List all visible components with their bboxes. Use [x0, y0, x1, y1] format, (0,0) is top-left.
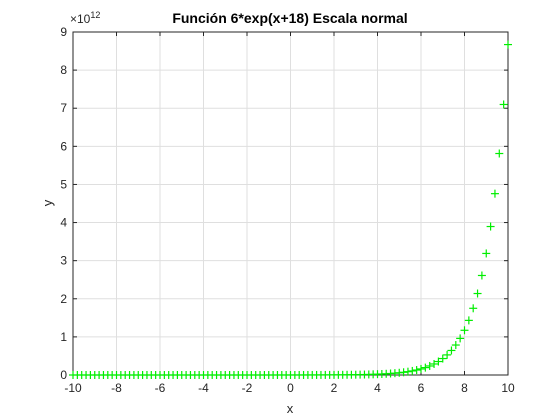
y-tick-label: 9 — [60, 25, 67, 39]
data-point — [495, 149, 504, 158]
y-tick-label: 2 — [60, 292, 67, 306]
data-point — [469, 304, 478, 313]
y-tick-label: 7 — [60, 101, 67, 115]
x-tick-label: 2 — [331, 381, 338, 395]
x-tick-label: -10 — [64, 381, 82, 395]
x-tick-label: 8 — [461, 381, 468, 395]
x-tick-label: -6 — [155, 381, 166, 395]
y-tick-label: 1 — [60, 330, 67, 344]
x-tick-label: 6 — [418, 381, 425, 395]
x-tick-label: -8 — [111, 381, 122, 395]
y-exponent-label: ×1012 — [70, 10, 100, 26]
data-series — [69, 40, 512, 379]
data-point — [417, 364, 425, 373]
data-point — [430, 359, 439, 368]
data-point — [464, 316, 473, 325]
data-point — [399, 368, 408, 377]
chart-title: Función 6*exp(x+18) Escala normal — [172, 10, 407, 26]
data-point — [438, 354, 447, 363]
y-axis-label: y — [40, 199, 55, 206]
data-point — [421, 363, 430, 372]
x-tick-label: 4 — [374, 381, 381, 395]
y-tick-label: 4 — [60, 216, 67, 230]
y-tick-label: 6 — [60, 139, 67, 153]
x-axis-label: x — [287, 401, 294, 416]
x-tick-label: 0 — [287, 381, 294, 395]
data-point — [486, 222, 495, 231]
data-point — [473, 289, 482, 298]
data-point — [447, 346, 456, 355]
x-tick-label: -2 — [242, 381, 253, 395]
data-point — [412, 366, 421, 375]
y-tick-label: 0 — [60, 368, 67, 382]
data-point — [456, 334, 465, 343]
data-point — [490, 189, 499, 198]
data-point — [499, 100, 508, 109]
x-tick-label: 10 — [501, 381, 515, 395]
data-point — [443, 350, 452, 359]
grid — [72, 31, 509, 376]
data-point — [477, 271, 486, 280]
y-tick-label: 5 — [60, 177, 67, 191]
data-point — [425, 361, 434, 370]
data-point — [434, 357, 443, 366]
y-tick-label: 3 — [60, 254, 67, 268]
x-tick-label: -4 — [198, 381, 209, 395]
data-point — [504, 40, 512, 49]
data-point — [408, 366, 417, 375]
data-point — [403, 367, 412, 376]
axis-ticks: -10 -8 -6 -4 -2 0 2 4 6 8 10 0 1 2 3 4 5 6 7 8 9 — [60, 25, 515, 395]
y-tick-label: 8 — [60, 63, 67, 77]
data-point — [482, 249, 491, 258]
data-point — [451, 341, 460, 350]
data-point — [460, 326, 469, 335]
